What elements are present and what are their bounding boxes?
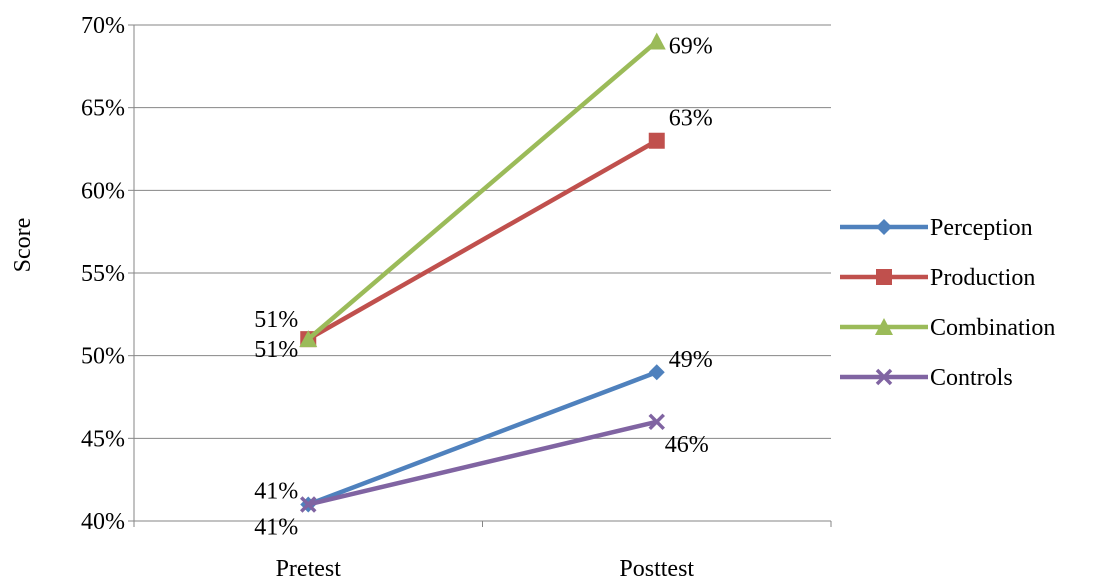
y-tick-label: 45% [81,426,125,452]
data-label: 41% [254,514,298,540]
series-line [307,370,658,507]
legend-marker [876,219,892,235]
series-perception: 41% 49% [254,347,713,513]
data-point-marker [300,496,317,513]
legend-label: Perception [930,215,1033,241]
data-point-marker [648,364,665,381]
series-line [307,138,658,342]
legend-label: Controls [930,365,1013,391]
data-label: 46% [665,432,709,458]
legend-label: Production [930,265,1035,291]
y-axis-title: Score [10,218,36,273]
legend-item-controls[interactable]: Controls [840,365,1013,391]
x-tick-labels: Pretest Posttest [133,521,832,582]
data-label: 69% [669,34,713,60]
data-label: 41% [254,478,298,504]
y-tick-label: 70% [81,13,125,39]
legend-marker [876,269,892,285]
legend-item-production[interactable]: Production [840,265,1035,291]
y-tick-label: 60% [81,178,125,204]
legend-label: Combination [930,315,1055,341]
y-tick-label: 50% [81,344,125,370]
y-tick-label: 55% [81,261,125,287]
series-layer: 41% 49% 51% 63% 51% 69% 41% 46% [254,32,713,540]
y-tick-labels: 40% 45% 50% 55% 60% 65% 70% [81,13,125,535]
legend-marker [875,368,893,386]
series-production: 51% 63% [254,106,713,348]
gridlines [128,24,831,522]
data-point-marker [647,32,666,50]
data-point-marker [648,132,665,149]
data-label: 49% [669,347,713,373]
data-label: 51% [254,337,298,363]
legend[interactable]: Perception Production Combination Controls [840,215,1055,391]
series-combination: 51% 69% [254,32,713,363]
x-tick-label: Pretest [276,556,342,582]
data-label: 63% [669,106,713,132]
data-label: 51% [254,307,298,333]
series-controls: 41% 46% [254,413,709,540]
data-point-marker [299,330,318,348]
x-tick-label: Posttest [619,556,694,582]
legend-item-perception[interactable]: Perception [840,215,1033,241]
y-tick-label: 40% [81,509,125,535]
series-line [307,419,658,507]
data-point-marker [648,413,665,431]
legend-marker [875,318,893,335]
legend-item-combination[interactable]: Combination [840,315,1055,341]
series-line [306,39,659,341]
y-tick-label: 65% [81,96,125,122]
